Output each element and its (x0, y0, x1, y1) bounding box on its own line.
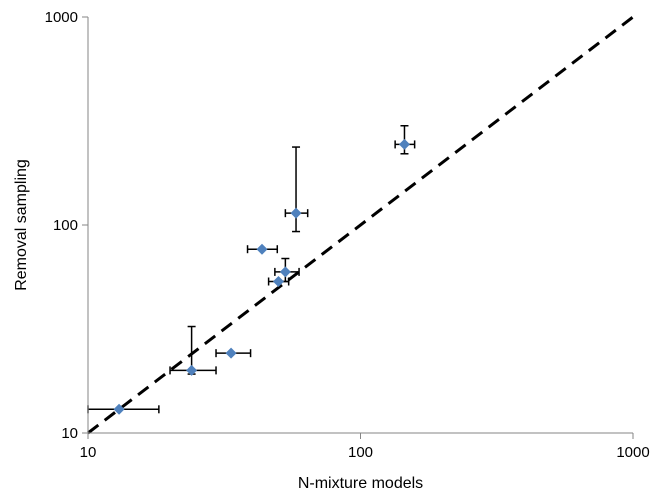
x-tick-label: 100 (348, 444, 373, 461)
x-axis-ticks: 10 100 1000 (80, 433, 650, 461)
data-point (272, 276, 284, 288)
data-point (186, 364, 198, 376)
x-tick-label: 1000 (616, 444, 649, 461)
y-axis-ticks: 10 100 1000 (45, 9, 88, 442)
y-tick-label: 1000 (45, 9, 78, 26)
y-tick-label: 10 (61, 425, 78, 442)
data-point (398, 138, 410, 150)
y-axis-title: Removal sampling (13, 159, 30, 291)
x-tick-label: 10 (80, 444, 97, 461)
data-point (256, 243, 268, 255)
data-point (113, 403, 125, 415)
y-tick-label: 100 (53, 217, 78, 234)
x-axis-title: N-mixture models (298, 475, 423, 492)
data-point (279, 266, 291, 278)
data-point (290, 207, 302, 219)
reference-line-1-to-1 (87, 15, 634, 435)
data-point (225, 347, 237, 359)
